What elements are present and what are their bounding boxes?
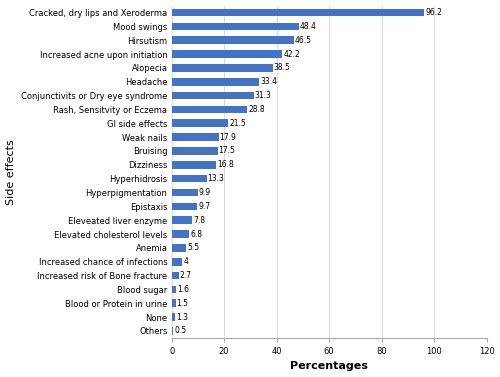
Bar bbox=[172, 120, 228, 127]
Bar bbox=[172, 244, 186, 252]
Text: 38.5: 38.5 bbox=[274, 63, 290, 72]
Text: 16.8: 16.8 bbox=[217, 160, 234, 169]
Bar bbox=[172, 286, 176, 293]
Bar bbox=[172, 188, 198, 196]
Bar bbox=[172, 106, 247, 113]
Bar bbox=[172, 78, 260, 86]
Text: 31.3: 31.3 bbox=[255, 91, 272, 100]
Bar bbox=[172, 133, 218, 141]
Text: 4: 4 bbox=[183, 257, 188, 266]
Bar bbox=[172, 9, 424, 16]
Bar bbox=[172, 327, 173, 335]
Text: 9.9: 9.9 bbox=[198, 188, 211, 197]
Text: 28.8: 28.8 bbox=[248, 105, 265, 114]
Bar bbox=[172, 64, 272, 72]
Y-axis label: Side effects: Side effects bbox=[6, 139, 16, 205]
Bar bbox=[172, 147, 218, 155]
Bar bbox=[172, 23, 298, 30]
Text: 1.6: 1.6 bbox=[177, 285, 189, 294]
Text: 5.5: 5.5 bbox=[187, 244, 200, 252]
Bar bbox=[172, 258, 182, 265]
Text: 7.8: 7.8 bbox=[193, 216, 205, 225]
Bar bbox=[172, 50, 282, 58]
Text: 6.8: 6.8 bbox=[190, 230, 202, 239]
Text: 1.5: 1.5 bbox=[176, 299, 188, 308]
Text: 1.3: 1.3 bbox=[176, 313, 188, 322]
Bar bbox=[172, 175, 206, 182]
Text: 0.5: 0.5 bbox=[174, 326, 186, 336]
Bar bbox=[172, 36, 294, 44]
Bar bbox=[172, 92, 254, 100]
Text: 48.4: 48.4 bbox=[300, 22, 316, 31]
Bar bbox=[172, 202, 197, 210]
Text: 13.3: 13.3 bbox=[208, 174, 224, 183]
Text: 21.5: 21.5 bbox=[229, 119, 246, 128]
Bar bbox=[172, 216, 192, 224]
Text: 17.9: 17.9 bbox=[220, 133, 236, 142]
X-axis label: Percentages: Percentages bbox=[290, 362, 368, 371]
Bar bbox=[172, 230, 190, 238]
Text: 2.7: 2.7 bbox=[180, 271, 192, 280]
Text: 96.2: 96.2 bbox=[425, 8, 442, 17]
Text: 42.2: 42.2 bbox=[284, 49, 300, 58]
Bar bbox=[172, 161, 216, 169]
Text: 17.5: 17.5 bbox=[218, 146, 236, 155]
Text: 46.5: 46.5 bbox=[294, 36, 312, 44]
Bar bbox=[172, 313, 175, 321]
Bar bbox=[172, 272, 178, 279]
Text: 9.7: 9.7 bbox=[198, 202, 210, 211]
Bar bbox=[172, 299, 175, 307]
Text: 33.4: 33.4 bbox=[260, 77, 278, 86]
